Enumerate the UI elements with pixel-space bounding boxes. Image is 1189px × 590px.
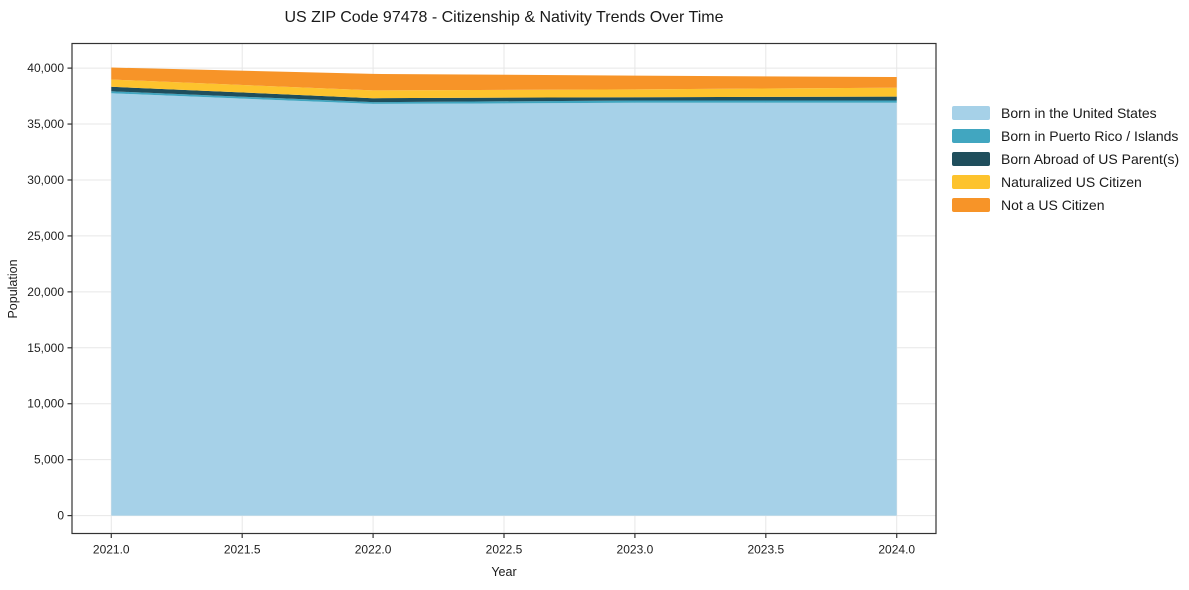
x-tick-label: 2021.5 bbox=[224, 542, 261, 556]
chart-title: US ZIP Code 97478 - Citizenship & Nativi… bbox=[284, 9, 724, 26]
x-tick-label: 2022.0 bbox=[355, 542, 392, 556]
y-tick-label: 10,000 bbox=[27, 397, 64, 411]
legend-item: Born in Puerto Rico / Islands bbox=[952, 129, 1179, 143]
legend-item: Not a US Citizen bbox=[952, 198, 1179, 212]
legend-item: Born in the United States bbox=[952, 106, 1179, 120]
legend-label: Born in the United States bbox=[1001, 105, 1157, 121]
area-series-1 bbox=[111, 91, 897, 104]
y-tick-label: 15,000 bbox=[27, 341, 64, 355]
legend-label: Not a US Citizen bbox=[1001, 197, 1105, 213]
x-tick-label: 2022.5 bbox=[486, 542, 523, 556]
y-tick-label: 40,000 bbox=[27, 61, 64, 75]
legend-label: Born in Puerto Rico / Islands bbox=[1001, 128, 1179, 144]
area-series-3 bbox=[111, 79, 897, 99]
y-tick-label: 25,000 bbox=[27, 229, 64, 243]
legend-item: Born Abroad of US Parent(s) bbox=[952, 152, 1179, 166]
y-tick-label: 30,000 bbox=[27, 173, 64, 187]
legend: Born in the United States Born in Puerto… bbox=[952, 106, 1179, 212]
legend-swatch bbox=[952, 129, 990, 143]
legend-swatch bbox=[952, 152, 990, 166]
x-tick-label: 2023.0 bbox=[617, 542, 654, 556]
legend-item: Naturalized US Citizen bbox=[952, 175, 1179, 189]
y-tick-label: 5,000 bbox=[34, 453, 64, 467]
y-axis-label: Population bbox=[6, 259, 20, 319]
legend-swatch bbox=[952, 106, 990, 120]
x-tick-label: 2023.5 bbox=[747, 542, 784, 556]
legend-swatch bbox=[952, 175, 990, 189]
legend-swatch bbox=[952, 198, 990, 212]
area-series-2 bbox=[111, 86, 897, 103]
area-series-4 bbox=[111, 67, 897, 91]
legend-label: Naturalized US Citizen bbox=[1001, 174, 1142, 190]
y-tick-label: 20,000 bbox=[27, 285, 64, 299]
legend-label: Born Abroad of US Parent(s) bbox=[1001, 151, 1180, 167]
x-tick-label: 2021.0 bbox=[93, 542, 130, 556]
y-tick-label: 35,000 bbox=[27, 117, 64, 131]
x-tick-label: 2024.0 bbox=[878, 542, 915, 556]
x-axis-label: Year bbox=[491, 565, 517, 579]
y-tick-label: 0 bbox=[57, 509, 64, 523]
area-series-0 bbox=[111, 93, 897, 516]
